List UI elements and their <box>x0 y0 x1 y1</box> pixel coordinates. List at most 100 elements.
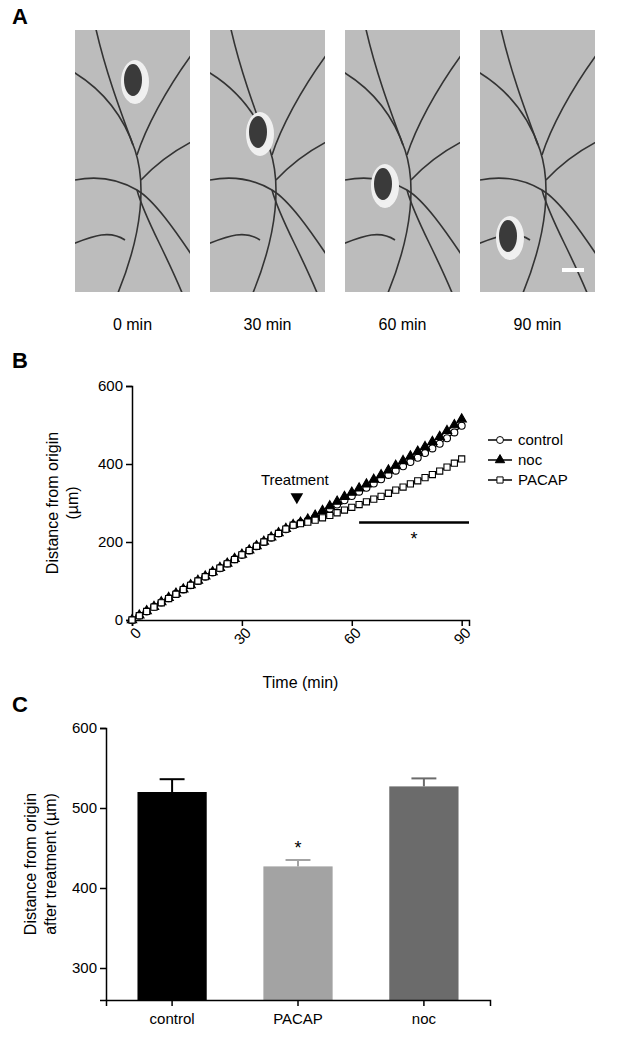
marker <box>422 475 428 481</box>
axis-title-line: Distance from origin <box>44 432 61 574</box>
marker <box>253 543 259 549</box>
marker <box>297 519 304 526</box>
marker <box>231 556 237 562</box>
marker <box>422 450 429 457</box>
neurite <box>407 50 460 155</box>
marker <box>376 470 385 478</box>
marker <box>369 474 378 482</box>
marker <box>275 530 282 537</box>
tick: 500 <box>72 799 106 816</box>
marker <box>459 456 465 462</box>
cell-halo <box>371 164 399 208</box>
marker <box>451 429 458 436</box>
legend-marker <box>497 477 503 483</box>
cell-halo <box>496 216 524 260</box>
legend-entry: noc <box>488 451 543 468</box>
tick-mark <box>100 808 106 810</box>
figure: A0 min30 min60 min90 minB030609002004006… <box>0 0 633 1047</box>
tick-mark <box>100 888 106 890</box>
micrograph <box>70 25 195 300</box>
legend-entry: control <box>488 431 563 448</box>
marker <box>384 465 393 473</box>
tick-mark <box>100 968 106 970</box>
tick: 30 <box>230 620 254 648</box>
neurite <box>141 140 190 180</box>
legend-label: PACAP <box>518 471 568 488</box>
cell-body <box>248 115 268 149</box>
marker <box>327 512 333 518</box>
marker <box>173 591 179 597</box>
neurite <box>500 30 538 145</box>
marker <box>135 610 144 618</box>
panel-label: B <box>12 348 28 373</box>
marker <box>246 547 253 554</box>
marker <box>180 586 187 593</box>
tick-mark <box>100 728 106 730</box>
marker <box>305 519 311 525</box>
caption: 60 min <box>378 316 426 333</box>
marker <box>144 608 150 614</box>
bar <box>137 792 206 1000</box>
marker <box>334 510 340 516</box>
tick-label: 90 <box>450 624 474 648</box>
marker <box>268 534 275 541</box>
marker <box>158 599 165 606</box>
neurite <box>345 70 411 292</box>
marker <box>238 551 245 558</box>
marker <box>261 539 267 545</box>
marker <box>290 522 297 529</box>
marker <box>406 451 415 459</box>
micrograph <box>475 25 600 300</box>
neurite <box>480 70 546 292</box>
marker <box>215 562 224 570</box>
marker <box>201 571 210 579</box>
axis-line <box>126 387 133 621</box>
marker <box>332 496 341 504</box>
marker <box>274 528 283 536</box>
bar <box>263 866 332 1000</box>
marker <box>246 547 252 553</box>
legend-marker <box>497 437 504 444</box>
bar <box>389 786 458 1000</box>
marker <box>143 608 150 615</box>
marker <box>260 539 267 546</box>
error-bar-cap <box>286 859 311 861</box>
marker <box>444 435 451 442</box>
neurite <box>210 235 260 245</box>
cell-body <box>123 63 143 97</box>
tick-label: 60 <box>340 624 364 648</box>
neurite <box>75 70 141 292</box>
marker <box>136 613 142 619</box>
tick: 300 <box>72 959 106 976</box>
marker <box>172 590 179 597</box>
tick-label: PACAP <box>273 1010 323 1027</box>
neurite <box>480 178 595 260</box>
annotation-arrow <box>290 493 303 504</box>
marker <box>253 543 260 550</box>
marker <box>356 501 362 507</box>
cell-halo <box>246 112 274 156</box>
tick: 600 <box>98 377 132 394</box>
marker <box>413 446 422 454</box>
marker <box>202 573 209 580</box>
marker <box>239 552 245 558</box>
neurite <box>276 140 325 180</box>
neurite <box>210 70 276 292</box>
marker <box>194 578 201 585</box>
marker <box>371 496 377 502</box>
caption: 30 min <box>243 316 291 333</box>
tick-label: 0 <box>126 624 144 642</box>
axis-title-line: (µm) <box>64 486 81 519</box>
marker <box>186 579 195 587</box>
error-bar-cap <box>160 778 185 780</box>
neurite <box>75 235 125 245</box>
marker <box>224 560 231 567</box>
error-bar <box>286 860 311 866</box>
marker <box>385 490 391 496</box>
tick: 400 <box>98 455 132 472</box>
tick-label: 600 <box>98 377 123 394</box>
series-line <box>132 419 462 620</box>
cell-halo <box>121 60 149 104</box>
axis-line <box>107 1001 491 1007</box>
marker <box>142 606 151 614</box>
